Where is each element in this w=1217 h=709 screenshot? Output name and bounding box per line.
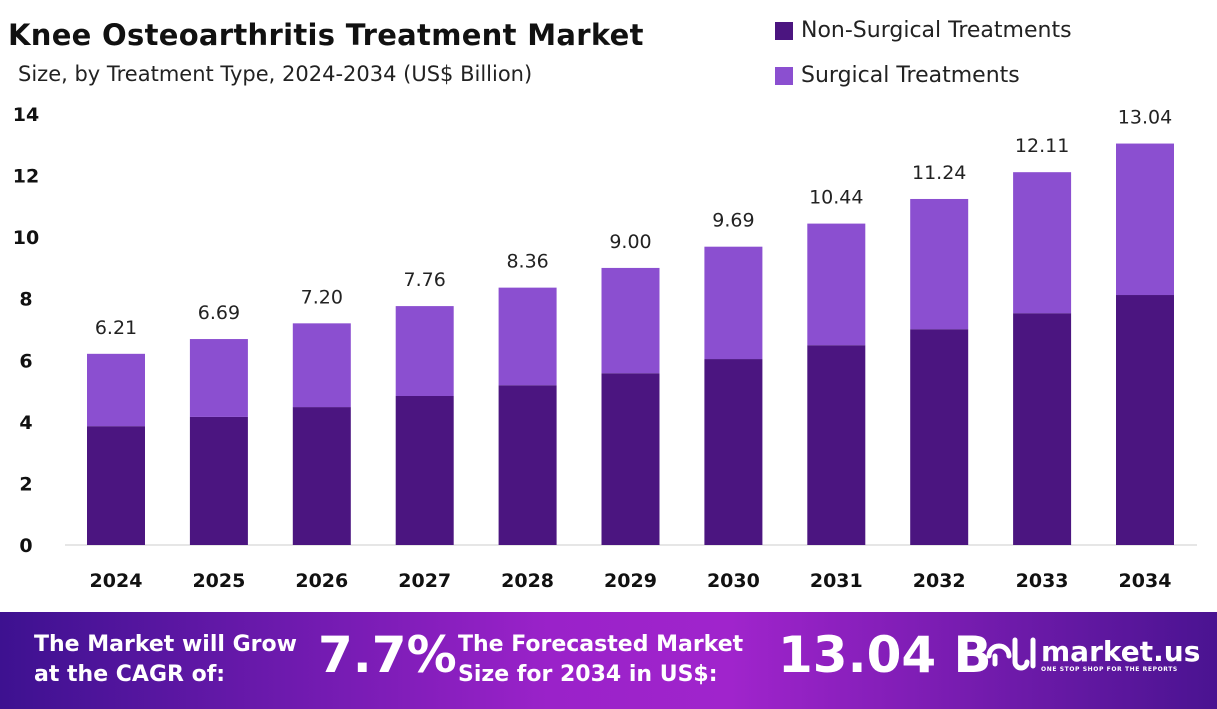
total-label: 6.69: [198, 302, 240, 324]
forecast-label-line: Size for 2034 in US$:: [458, 662, 718, 687]
x-tick-label: 2034: [1119, 570, 1172, 592]
x-tick-label: 2028: [501, 570, 554, 592]
logo-text: market.us: [1041, 635, 1201, 668]
x-tick-label: 2024: [90, 570, 143, 592]
bar-segment-non-surgical: [292, 407, 351, 545]
y-tick-label: 4: [19, 412, 32, 434]
total-label: 9.00: [609, 231, 651, 253]
y-tick-label: 6: [19, 350, 32, 372]
legend-item-surgical: Surgical Treatments: [775, 53, 1072, 98]
bar-segment-non-surgical: [87, 426, 145, 545]
x-tick-label: 2026: [295, 570, 348, 592]
cagr-label-line: The Market will Grow: [34, 632, 297, 657]
legend-label: Non-Surgical Treatments: [801, 18, 1072, 43]
bar-segment-surgical: [1013, 172, 1072, 314]
x-tick-label: 2032: [913, 570, 966, 592]
cagr-label: The Market will Grow at the CAGR of:: [34, 630, 297, 690]
total-label: 7.76: [404, 269, 446, 291]
y-tick-label: 10: [13, 227, 39, 249]
y-tick-label: 2: [19, 473, 32, 495]
logo-tagline: ONE STOP SHOP FOR THE REPORTS: [1041, 666, 1178, 673]
bar-segment-non-surgical: [704, 359, 763, 545]
bar-segment-surgical: [189, 339, 248, 417]
x-tick-label: 2030: [707, 570, 760, 592]
bar-segment-non-surgical: [1013, 313, 1072, 545]
legend-item-non-surgical: Non-Surgical Treatments: [775, 8, 1072, 53]
total-label: 11.24: [912, 162, 966, 184]
total-label: 13.04: [1118, 107, 1172, 129]
total-label: 12.11: [1015, 135, 1069, 157]
bar-segment-non-surgical: [601, 373, 660, 545]
legend-swatch: [775, 21, 793, 40]
logo-icon: [986, 637, 1036, 671]
chart-title: Knee Osteoarthritis Treatment Market: [8, 18, 644, 52]
forecast-label-line: The Forecasted Market: [458, 632, 744, 657]
total-label: 6.21: [95, 317, 137, 339]
chart: 0 2 4 6 8 10 12 14 6.21 2024 6.69 2025 7.20 2026 7.76 2…: [13, 104, 1197, 592]
total-label: 7.20: [301, 286, 343, 308]
legend: Non-Surgical Treatments Surgical Treatme…: [775, 8, 1072, 98]
bar-segment-surgical: [704, 246, 763, 360]
legend-swatch: [775, 66, 793, 85]
bar-segment-surgical: [498, 287, 557, 386]
total-label: 8.36: [506, 251, 548, 273]
y-tick-label: 8: [19, 289, 32, 311]
chart-subtitle: Size, by Treatment Type, 2024-2034 (US$ …: [18, 62, 533, 86]
bar-segment-surgical: [292, 323, 351, 408]
bar-segment-surgical: [395, 306, 454, 396]
bar-segment-surgical: [910, 198, 969, 330]
x-tick-label: 2027: [398, 570, 451, 592]
bar-segment-non-surgical: [189, 416, 248, 545]
x-tick-label: 2033: [1016, 570, 1069, 592]
bar-segment-non-surgical: [498, 385, 557, 545]
bar-segment-surgical: [601, 267, 660, 374]
bar-segment-surgical: [1116, 143, 1174, 296]
total-label: 10.44: [809, 187, 863, 209]
market-us-logo: market.us ONE STOP SHOP FOR THE REPORTS: [985, 634, 1200, 674]
bar-segment-non-surgical: [1116, 295, 1174, 545]
x-tick-label: 2029: [604, 570, 657, 592]
bar-segment-surgical: [87, 353, 145, 427]
bar-segment-surgical: [807, 223, 866, 346]
cagr-value: 7.7%: [318, 626, 457, 684]
y-tick-label: 0: [19, 535, 32, 557]
x-tick-label: 2031: [810, 570, 863, 592]
x-tick-label: 2025: [192, 570, 245, 592]
logo-wordmark: market.us ONE STOP SHOP FOR THE REPORTS: [1041, 635, 1200, 673]
footer-banner: The Market will Grow at the CAGR of: 7.7%…: [0, 612, 1217, 709]
y-tick-label: 12: [13, 166, 39, 188]
y-tick-label: 14: [13, 104, 39, 126]
bar-segment-non-surgical: [395, 395, 454, 545]
forecast-label: The Forecasted Market Size for 2034 in US…: [458, 630, 743, 690]
bar-segment-non-surgical: [910, 329, 969, 545]
forecast-value: 13.04 B: [778, 626, 992, 684]
legend-label: Surgical Treatments: [801, 63, 1020, 88]
bar-segment-non-surgical: [807, 345, 866, 545]
total-label: 9.69: [712, 210, 754, 232]
cagr-label-line: at the CAGR of:: [34, 662, 226, 687]
